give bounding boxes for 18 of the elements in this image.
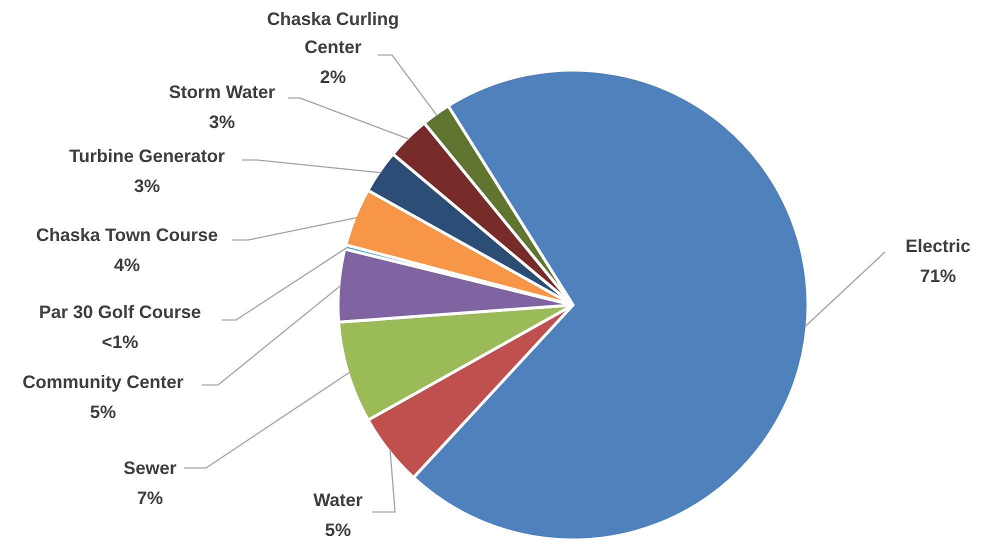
slice-label: Sewer — [123, 458, 177, 478]
slice-label: Electric — [905, 236, 971, 256]
data-label: 5% — [324, 520, 352, 540]
slice-label: Chaska Curling Center — [266, 9, 400, 57]
slice-label: Par 30 Golf Course — [38, 302, 202, 322]
data-label: 4% — [114, 255, 140, 275]
data-label: 7% — [136, 488, 164, 508]
slice-label: Storm Water — [168, 82, 276, 102]
data-label: 71% — [920, 266, 956, 286]
data-label: 2% — [320, 67, 346, 87]
slice-label: Community Center — [22, 372, 184, 392]
data-label: 3% — [208, 112, 236, 132]
slice-label: Water — [313, 490, 363, 510]
data-label: 5% — [90, 402, 116, 422]
data-label: <1% — [102, 332, 138, 352]
slice-label: Turbine Generator — [69, 146, 225, 166]
data-label: 3% — [134, 176, 160, 196]
slice-label: Chaska Town Course — [36, 225, 218, 245]
